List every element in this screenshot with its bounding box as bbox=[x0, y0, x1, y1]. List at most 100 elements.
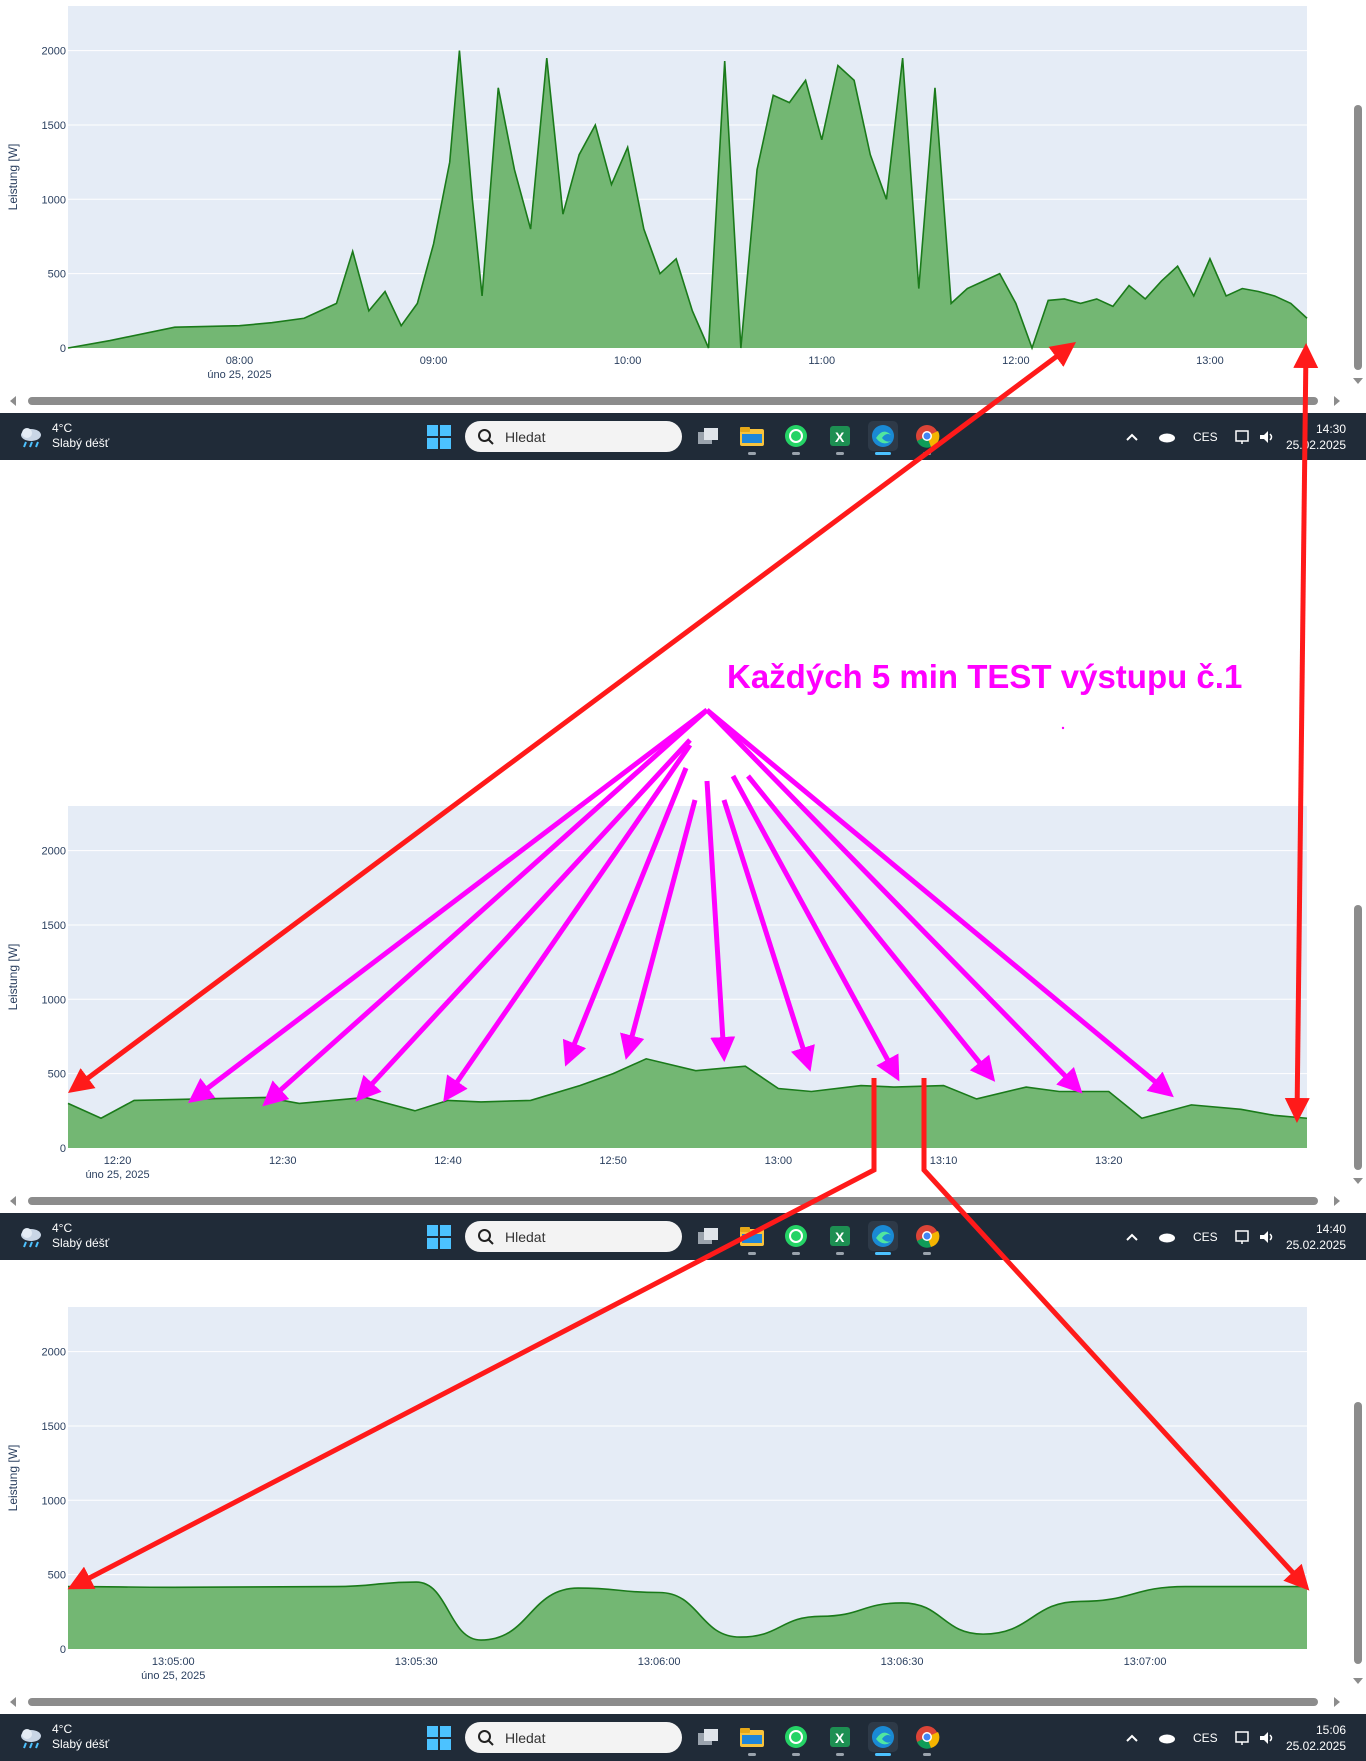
y-tick-label: 500 bbox=[48, 269, 66, 281]
file-explorer-icon[interactable] bbox=[737, 1722, 767, 1756]
y-tick-label: 2000 bbox=[42, 46, 66, 58]
x-tick-label: 13:06:30 bbox=[881, 1656, 924, 1668]
network-icon[interactable] bbox=[1234, 429, 1250, 445]
y-tick-label: 1500 bbox=[42, 1421, 66, 1433]
cloud-rain-icon bbox=[18, 426, 44, 448]
y-tick-label: 0 bbox=[60, 1644, 66, 1656]
system-clock[interactable]: 14:40 25.02.2025 bbox=[1286, 1221, 1346, 1253]
system-clock[interactable]: 14:30 25.02.2025 bbox=[1286, 421, 1346, 453]
clock-time: 14:30 bbox=[1315, 422, 1346, 436]
network-icon[interactable] bbox=[1234, 1730, 1250, 1746]
x-tick-label: 13:05:00 bbox=[152, 1656, 195, 1668]
whatsapp-icon[interactable] bbox=[781, 1221, 811, 1255]
x-tick-label: 13:00 bbox=[765, 1155, 793, 1167]
x-date-label: úno 25, 2025 bbox=[141, 1670, 205, 1682]
svg-text:X: X bbox=[835, 429, 845, 445]
onedrive-icon[interactable] bbox=[1157, 431, 1175, 443]
vertical-scrollbar[interactable] bbox=[1354, 1402, 1362, 1664]
network-icon[interactable] bbox=[1234, 1229, 1250, 1245]
y-tick-label: 500 bbox=[48, 1069, 66, 1081]
task-view-icon[interactable] bbox=[693, 421, 723, 451]
x-tick-label: 13:10 bbox=[930, 1155, 958, 1167]
horizontal-scrollbar[interactable] bbox=[28, 1698, 1318, 1706]
volume-icon[interactable] bbox=[1258, 1229, 1276, 1245]
y-tick-label: 2000 bbox=[42, 1347, 66, 1359]
whatsapp-icon[interactable] bbox=[781, 1722, 811, 1756]
power-chart-zoom-1: 0 500 1000 1500 2000 12:20 12:30 12:40 12:50 13:0… bbox=[6, 806, 1308, 1181]
file-explorer-icon[interactable] bbox=[737, 421, 767, 455]
search-placeholder: Hledat bbox=[505, 428, 546, 445]
language-indicator[interactable]: CES bbox=[1193, 1730, 1218, 1745]
search-input[interactable]: Hledat bbox=[465, 1221, 682, 1252]
volume-icon[interactable] bbox=[1258, 429, 1276, 445]
svg-text:X: X bbox=[835, 1730, 845, 1746]
y-axis-label: Leistung [W] bbox=[6, 1445, 20, 1512]
cloud-rain-icon bbox=[18, 1727, 44, 1749]
weather-widget[interactable]: 4°C Slabý déšť bbox=[18, 1221, 109, 1251]
horizontal-scrollbar[interactable] bbox=[28, 397, 1318, 405]
weather-desc: Slabý déšť bbox=[52, 1236, 110, 1250]
y-axis-label: Leistung [W] bbox=[6, 144, 20, 211]
clock-date: 25.02.2025 bbox=[1285, 1238, 1346, 1252]
scroll-left-icon[interactable] bbox=[10, 1196, 16, 1206]
x-tick-label: 13:07:00 bbox=[1124, 1656, 1167, 1668]
chrome-icon[interactable] bbox=[912, 421, 942, 455]
x-tick-label: 12:50 bbox=[599, 1155, 627, 1167]
chevron-up-icon[interactable] bbox=[1125, 432, 1139, 442]
windows-start-icon[interactable] bbox=[427, 1726, 451, 1750]
clock-date: 25.02.2025 bbox=[1285, 1739, 1346, 1753]
scroll-down-icon[interactable] bbox=[1353, 1678, 1363, 1684]
scroll-left-icon[interactable] bbox=[10, 396, 16, 406]
scroll-right-icon[interactable] bbox=[1334, 1697, 1340, 1707]
scroll-down-icon[interactable] bbox=[1353, 1178, 1363, 1184]
taskbar: 4°C Slabý déšť Hledat X CES 14:40 25.02.… bbox=[0, 1213, 1366, 1260]
search-input[interactable]: Hledat bbox=[465, 1722, 682, 1753]
system-clock[interactable]: 15:06 25.02.2025 bbox=[1286, 1722, 1346, 1754]
y-tick-label: 0 bbox=[60, 1143, 66, 1155]
search-placeholder: Hledat bbox=[505, 1729, 546, 1746]
scroll-down-icon[interactable] bbox=[1353, 378, 1363, 384]
vertical-scrollbar[interactable] bbox=[1354, 105, 1362, 370]
excel-icon[interactable]: X bbox=[825, 1722, 855, 1756]
onedrive-icon[interactable] bbox=[1157, 1231, 1175, 1243]
series-area bbox=[68, 1582, 1307, 1649]
scroll-right-icon[interactable] bbox=[1334, 1196, 1340, 1206]
edge-icon[interactable] bbox=[868, 1221, 898, 1255]
x-tick-label: 12:00 bbox=[1002, 355, 1030, 367]
language-indicator[interactable]: CES bbox=[1193, 429, 1218, 444]
whatsapp-icon[interactable] bbox=[781, 421, 811, 455]
language-indicator[interactable]: CES bbox=[1193, 1229, 1218, 1244]
chrome-icon[interactable] bbox=[912, 1722, 942, 1756]
annotation-title: Každých 5 min TEST výstupu č.1 bbox=[727, 658, 1243, 695]
weather-temp: 4°C bbox=[52, 421, 73, 435]
windows-start-icon[interactable] bbox=[427, 425, 451, 449]
excel-icon[interactable]: X bbox=[825, 421, 855, 455]
scroll-left-icon[interactable] bbox=[10, 1697, 16, 1707]
task-view-icon[interactable] bbox=[693, 1722, 723, 1752]
weather-widget[interactable]: 4°C Slabý déšť bbox=[18, 421, 109, 451]
edge-icon[interactable] bbox=[868, 1722, 898, 1756]
scroll-right-icon[interactable] bbox=[1334, 396, 1340, 406]
task-view-icon[interactable] bbox=[693, 1221, 723, 1251]
plot-area[interactable] bbox=[68, 6, 1307, 348]
chevron-up-icon[interactable] bbox=[1125, 1232, 1139, 1242]
chevron-up-icon[interactable] bbox=[1125, 1733, 1139, 1743]
windows-start-icon[interactable] bbox=[427, 1225, 451, 1249]
chart-panel-2: 0 500 1000 1500 2000 12:20 12:30 12:40 12:50 13:0… bbox=[0, 800, 1366, 1212]
excel-icon[interactable]: X bbox=[825, 1221, 855, 1255]
vertical-scrollbar[interactable] bbox=[1354, 905, 1362, 1170]
weather-widget[interactable]: 4°C Slabý déšť bbox=[18, 1722, 109, 1752]
volume-icon[interactable] bbox=[1258, 1730, 1276, 1746]
y-tick-label: 1000 bbox=[42, 994, 66, 1006]
file-explorer-icon[interactable] bbox=[737, 1221, 767, 1255]
edge-icon[interactable] bbox=[868, 421, 898, 455]
onedrive-icon[interactable] bbox=[1157, 1732, 1175, 1744]
clock-date: 25.02.2025 bbox=[1285, 438, 1346, 452]
chart-panel-3: 0 500 1000 1500 2000 13:05:00 13:05:30 13:06:00… bbox=[0, 1300, 1366, 1713]
horizontal-scrollbar[interactable] bbox=[28, 1197, 1318, 1205]
search-input[interactable]: Hledat bbox=[465, 421, 682, 452]
series-area bbox=[68, 50, 1307, 348]
search-placeholder: Hledat bbox=[505, 1228, 546, 1245]
chrome-icon[interactable] bbox=[912, 1221, 942, 1255]
x-tick-label: 13:20 bbox=[1095, 1155, 1123, 1167]
